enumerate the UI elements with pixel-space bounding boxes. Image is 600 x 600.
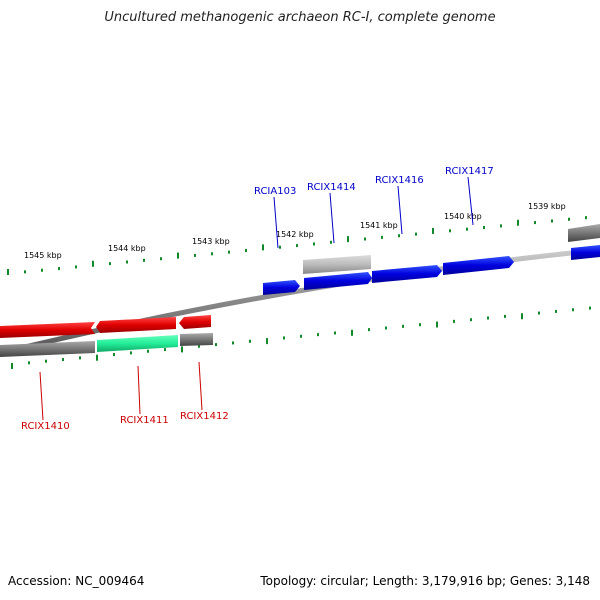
gene-label-rcia103[interactable]: RCIA103 xyxy=(254,186,296,197)
scale-label-1543: 1543 kbp xyxy=(192,237,230,246)
leader-line-rcix1414 xyxy=(329,192,335,244)
leader-line-rcix1411 xyxy=(137,365,141,415)
gene-rcix1412[interactable] xyxy=(179,315,211,329)
gene-rcix1411-selected[interactable] xyxy=(97,335,178,352)
gene-label-rcix1414[interactable]: RCIX1414 xyxy=(307,182,356,193)
leader-line-rcix1416 xyxy=(397,185,403,235)
scale-label-1542: 1542 kbp xyxy=(276,230,314,239)
leader-line-rcix1417 xyxy=(467,176,474,226)
gene-forward-lightgray[interactable] xyxy=(303,255,371,274)
leader-line-rcix1412 xyxy=(198,361,203,411)
leader-line-rcia103 xyxy=(273,196,279,249)
gene-label-rcix1410[interactable]: RCIX1410 xyxy=(21,421,70,432)
scale-label-1540: 1540 kbp xyxy=(444,212,482,221)
gene-rcix1416[interactable] xyxy=(372,265,442,283)
gene-reverse-gray[interactable] xyxy=(180,333,213,346)
scale-label-1541: 1541 kbp xyxy=(360,221,398,230)
forward-scale-ticks xyxy=(7,216,587,275)
scale-label-1544: 1544 kbp xyxy=(108,244,146,253)
gene-rcix1411[interactable] xyxy=(96,317,176,333)
scale-label-1545: 1545 kbp xyxy=(24,251,62,260)
scale-label-1539: 1539 kbp xyxy=(528,202,566,211)
gene-label-rcix1412[interactable]: RCIX1412 xyxy=(180,411,229,422)
accession-label: Accession: NC_009464 xyxy=(8,574,145,588)
gene-label-rcix1417[interactable]: RCIX1417 xyxy=(445,166,494,177)
gene-rcix1410[interactable] xyxy=(0,322,95,338)
gene-label-rcix1416[interactable]: RCIX1416 xyxy=(375,175,424,186)
gene-rcix1417[interactable] xyxy=(443,256,514,275)
reverse-scale-ticks xyxy=(11,306,591,369)
gene-rcia103[interactable] xyxy=(263,280,300,295)
gene-label-rcix1411[interactable]: RCIX1411 xyxy=(120,415,169,426)
gene-forward-gray[interactable] xyxy=(568,224,600,242)
leader-line-rcix1410 xyxy=(39,371,44,421)
genome-summary: Topology: circular; Length: 3,179,916 bp… xyxy=(260,574,590,588)
gene-rcix1414[interactable] xyxy=(304,272,372,290)
gene-reverse-gray[interactable] xyxy=(0,341,95,357)
map-title: Uncultured methanogenic archaeon RC-I, c… xyxy=(104,10,496,25)
gene-forward-blue-edge[interactable] xyxy=(571,245,600,260)
